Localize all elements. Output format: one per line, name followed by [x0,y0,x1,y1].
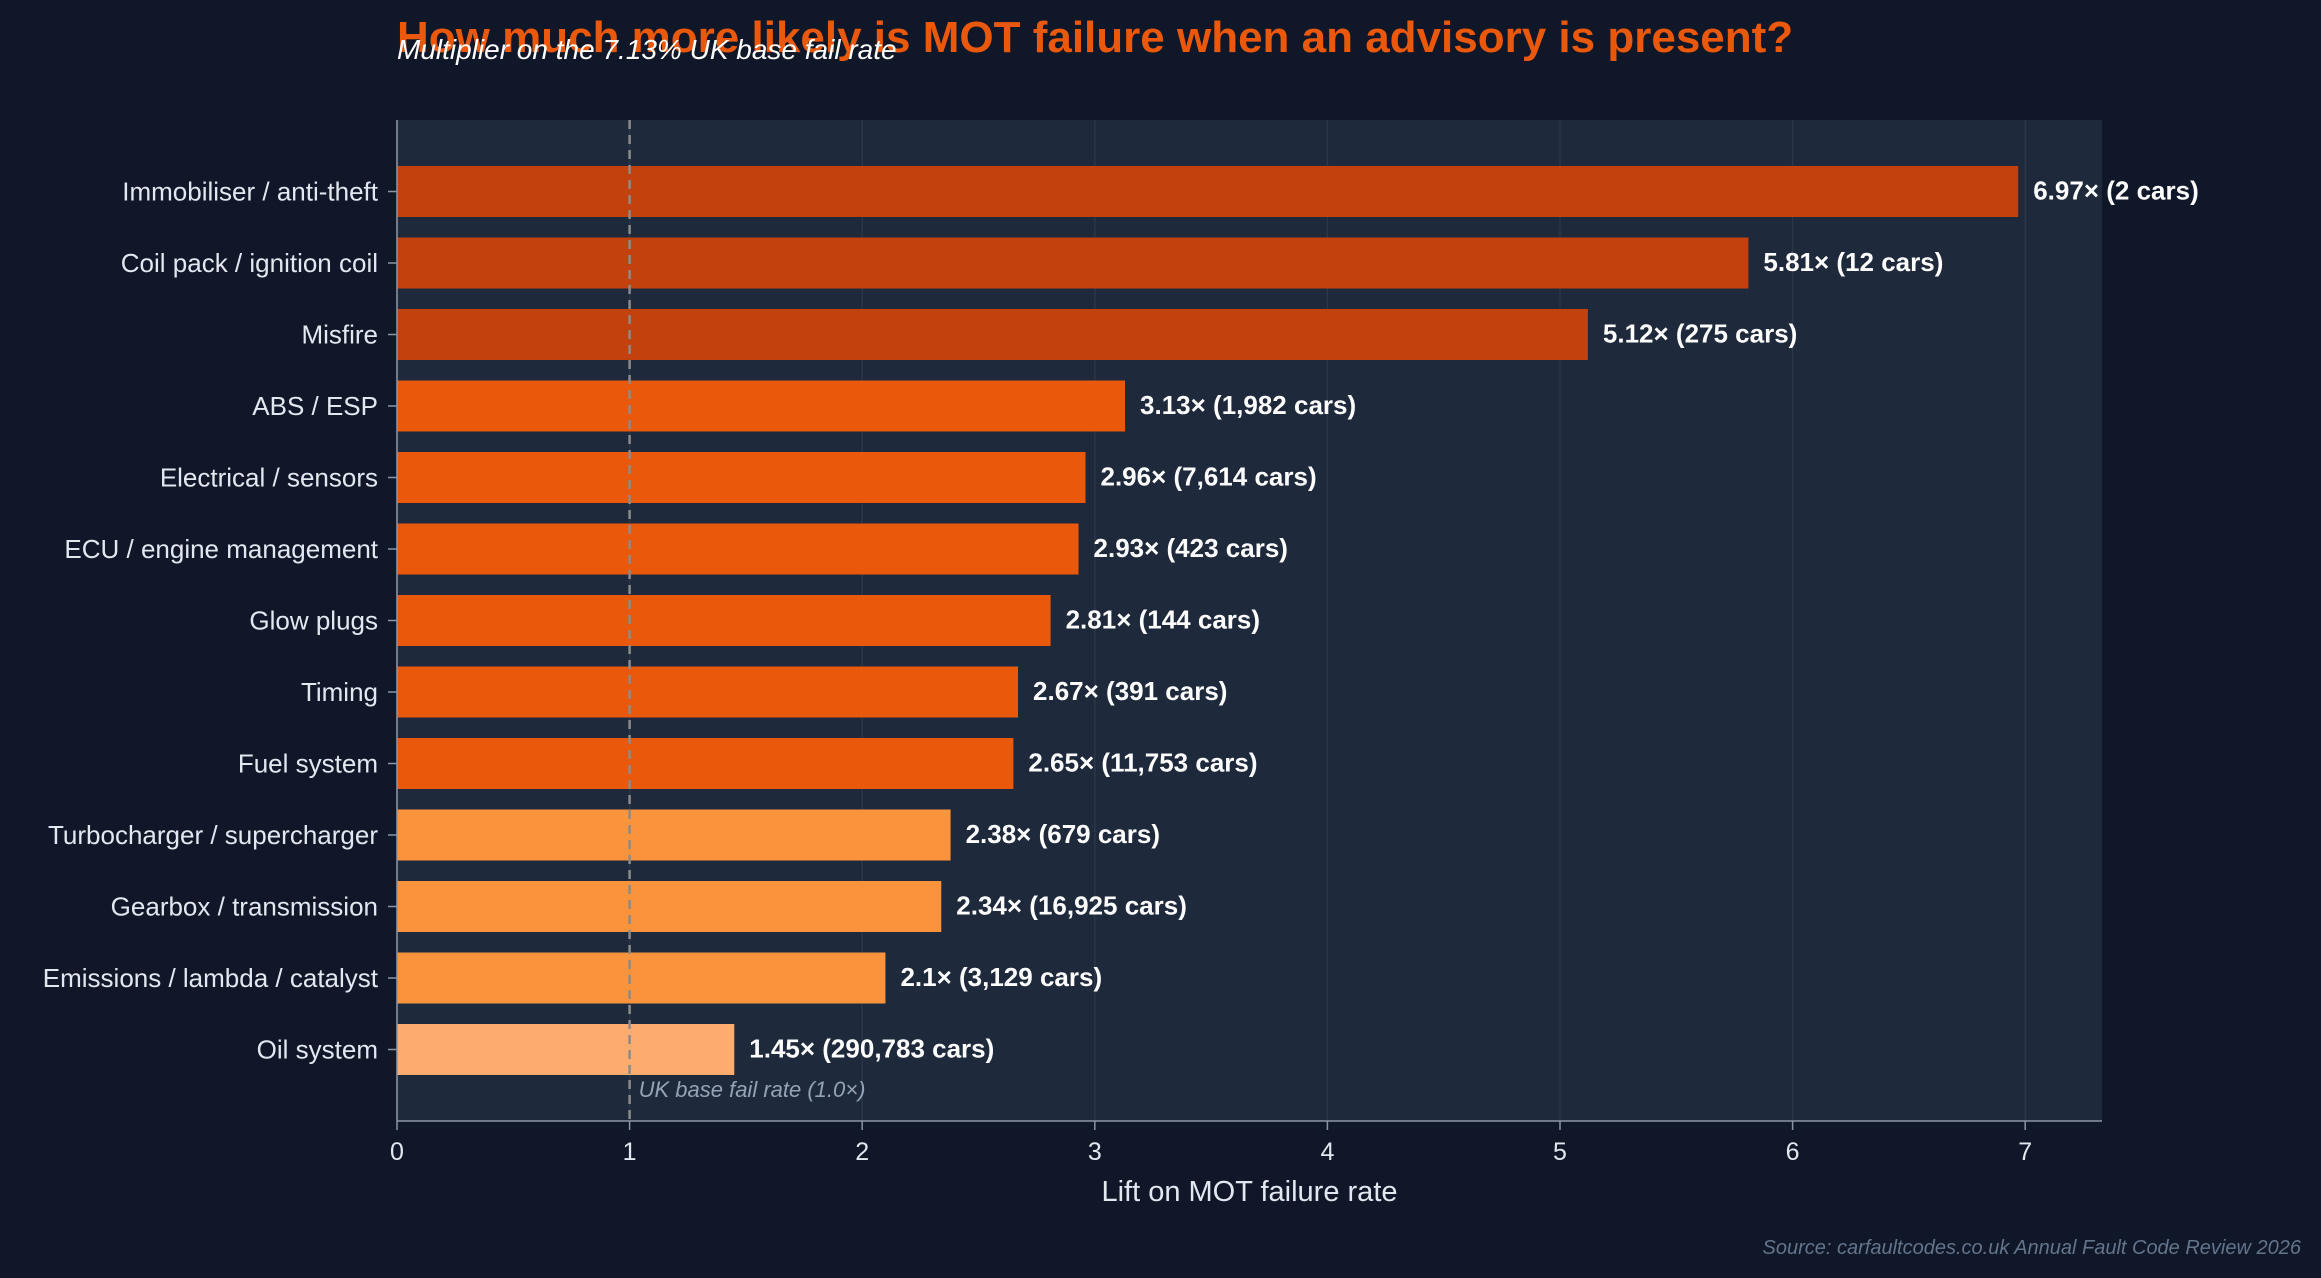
y-tick-label: Coil pack / ignition coil [121,248,378,278]
data-labels: 6.97× (2 cars) 5.81× (12 cars) 5.12× (275 … [749,176,2198,1064]
source-note: Source: carfaultcodes.co.uk Annual Fault… [1763,1237,2302,1259]
y-tick-label: ECU / engine management [64,534,378,564]
bar [397,952,886,1004]
x-tick-label: 1 [623,1138,637,1166]
x-tick-label: 4 [1320,1138,1334,1166]
bar [397,452,1086,503]
x-tick-label: 6 [1786,1138,1800,1166]
bar [397,166,2019,217]
y-tick-label: Turbocharger / supercharger [48,820,378,850]
data-label: 2.65× (11,753 cars) [1028,748,1257,778]
data-label: 5.12× (275 cars) [1603,319,1797,349]
bar [397,237,1749,289]
bar [397,523,1079,575]
y-tick-label: Glow plugs [249,606,378,636]
y-tick-label: Electrical / sensors [160,463,378,493]
y-tick-label: Misfire [301,320,378,350]
x-tick-label: 3 [1088,1138,1102,1166]
bar [397,738,1014,789]
bar [397,809,951,861]
data-label: 2.34× (16,925 cars) [956,891,1187,921]
data-label: 2.1× (3,129 cars) [900,962,1102,992]
x-axis-label: Lift on MOT failure rate [1101,1176,1397,1208]
y-tick-label: Gearbox / transmission [111,892,378,922]
data-label: 1.45× (290,783 cars) [749,1034,994,1064]
bar [397,666,1019,718]
x-tick-label: 2 [855,1138,869,1166]
data-label: 5.81× (12 cars) [1763,247,1943,277]
y-tick-label: Oil system [257,1035,378,1065]
data-label: 2.96× (7,614 cars) [1100,462,1316,492]
data-label: 2.93× (423 cars) [1094,533,1288,563]
data-label: 2.38× (679 cars) [966,819,1160,849]
bar [397,309,1588,360]
data-label: 3.13× (1,982 cars) [1140,390,1356,420]
x-tick-label: 7 [2018,1138,2032,1166]
data-label: 2.67× (391 cars) [1033,676,1227,706]
data-label: 2.81× (144 cars) [1066,605,1260,635]
y-tick-label: Fuel system [238,749,378,779]
y-tick-label: Timing [301,677,378,707]
chart-subtitle: Multiplier on the 7.13% UK base fail rat… [397,34,897,65]
x-ticks: 0 1 2 3 4 5 6 7 [390,1121,2032,1166]
y-tick-labels: Immobiliser / anti-theft Coil pack / igni… [43,177,397,1065]
bar [397,1024,735,1075]
bars [397,166,2019,1075]
reference-line-label: UK base fail rate (1.0×) [639,1077,866,1102]
y-tick-label: Emissions / lambda / catalyst [43,963,379,993]
y-tick-label: ABS / ESP [252,391,378,421]
bar [397,595,1051,646]
data-label: 6.97× (2 cars) [2033,176,2199,206]
chart-title: How much more likely is MOT failure when… [397,13,1793,62]
bar [397,380,1126,432]
y-tick-label: Immobiliser / anti-theft [122,177,379,207]
bar [397,881,942,932]
x-tick-label: 5 [1553,1138,1567,1166]
x-tick-label: 0 [390,1138,404,1166]
